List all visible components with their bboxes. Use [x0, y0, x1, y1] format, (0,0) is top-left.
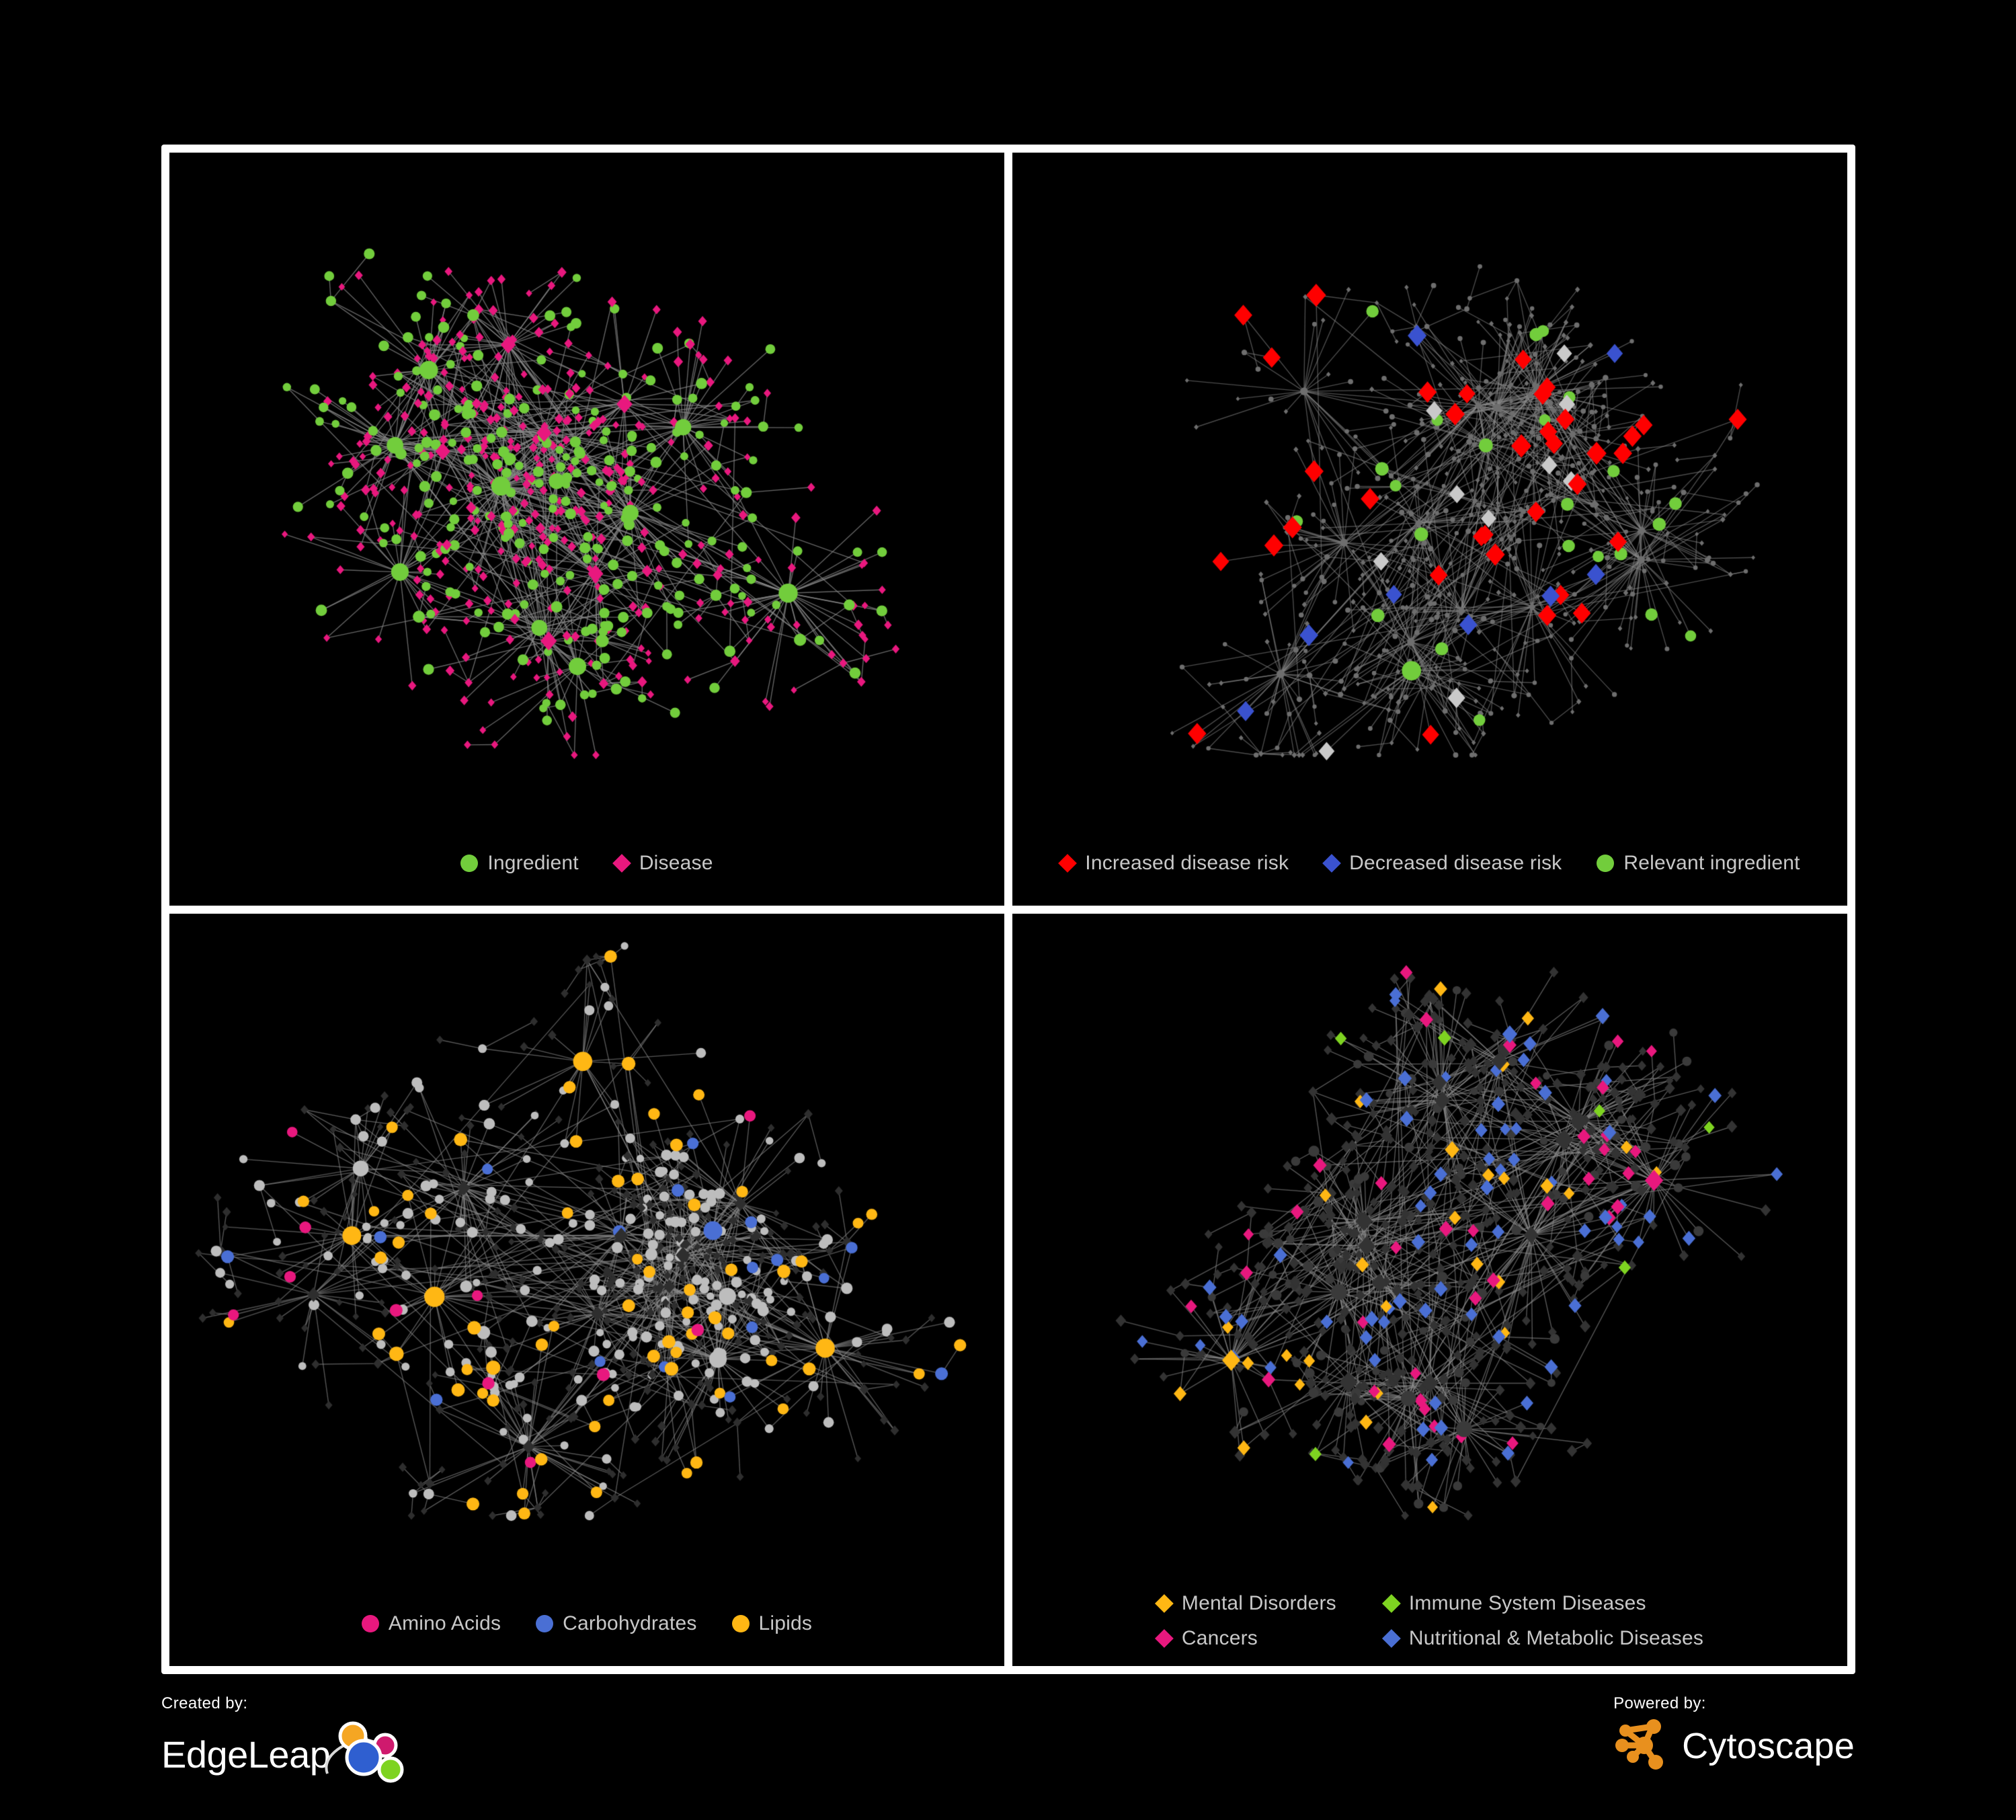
mental-disorders-diamond-icon [1154, 1594, 1174, 1613]
immune-system-diseases-diamond-icon [1381, 1594, 1401, 1613]
panel-grid: Ingredient Disease Increased disease ris… [161, 145, 1855, 1674]
network-canvas-1[interactable] [169, 153, 1004, 906]
legend-label: Ingredient [487, 851, 579, 874]
cytoscape-logo-icon [1613, 1716, 1675, 1776]
legend-item-mental-disorders[interactable]: Mental Disorders [1154, 1592, 1336, 1614]
legend-item-lipids[interactable]: Lipids [731, 1612, 813, 1634]
legend-item-amino-acids[interactable]: Amino Acids [361, 1612, 501, 1634]
legend-item-cancers[interactable]: Cancers [1154, 1627, 1336, 1649]
legend-label: Nutritional & Metabolic Diseases [1408, 1627, 1704, 1649]
legend-disease-categories: Mental Disorders Immune System Diseases … [1154, 1592, 1704, 1649]
relevant-ingredient-circle-icon [1597, 854, 1615, 872]
edgeleap-logo-row: EdgeLeap [161, 1716, 421, 1793]
disease-diamond-icon [612, 853, 631, 873]
legend-item-carbohydrates[interactable]: Carbohydrates [536, 1614, 696, 1634]
network-canvas-2[interactable] [1012, 153, 1847, 906]
nutritional-metabolic-diseases-diamond-icon [1381, 1629, 1401, 1648]
legend-label: Relevant ingredient [1623, 851, 1800, 874]
legend-nutrient-classes: Amino Acids Carbohydrates Lipids [169, 1614, 1004, 1643]
edgeleap-graph-icon [321, 1716, 421, 1793]
panel-disease-risk[interactable]: Increased disease risk Decreased disease… [1012, 153, 1847, 906]
legend-label: Immune System Diseases [1408, 1592, 1646, 1614]
legend-item-increased-risk[interactable]: Increased disease risk [1058, 851, 1289, 874]
figure-footer: Created by: EdgeLeap [161, 1688, 1855, 1809]
ingredient-circle-icon [460, 854, 479, 872]
legend-item-immune-system-diseases[interactable]: Immune System Diseases [1381, 1592, 1703, 1614]
cytoscape-logo-row: Cytoscape [1613, 1716, 1855, 1776]
carbohydrates-circle-icon [536, 1615, 554, 1632]
legend-item-disease[interactable]: Disease [612, 851, 713, 874]
legend-label: Carbohydrates [563, 1612, 697, 1634]
legend-label: Lipids [758, 1612, 813, 1634]
panel-ingredient-disease[interactable]: Ingredient Disease [169, 153, 1004, 906]
legend-disease-risk: Increased disease risk Decreased disease… [1012, 853, 1847, 883]
legend-label: Disease [639, 851, 713, 874]
lipids-circle-icon [731, 1615, 750, 1632]
powered-by-caption: Powered by: [1613, 1694, 1706, 1712]
created-by-caption: Created by: [161, 1694, 248, 1712]
edgeleap-wordmark: EdgeLeap [161, 1733, 331, 1776]
network-canvas-3[interactable] [169, 913, 1004, 1666]
cancers-diamond-icon [1154, 1629, 1174, 1648]
legend-label: Cancers [1181, 1627, 1258, 1649]
legend-item-nutritional-metabolic-diseases[interactable]: Nutritional & Metabolic Diseases [1381, 1627, 1704, 1649]
panel-nutrient-classes[interactable]: Amino Acids Carbohydrates Lipids [169, 913, 1004, 1666]
cytoscape-branding[interactable]: Powered by: [1613, 1694, 1855, 1776]
legend-item-decreased-risk[interactable]: Decreased disease risk [1322, 851, 1562, 874]
decreased-risk-diamond-icon [1322, 853, 1342, 873]
network-canvas-4[interactable] [1012, 913, 1847, 1666]
amino-acids-circle-icon [361, 1615, 379, 1632]
cytoscape-wordmark: Cytoscape [1682, 1725, 1855, 1766]
legend-label: Amino Acids [388, 1612, 501, 1634]
legend-ingredient-disease: Ingredient Disease [169, 853, 1004, 883]
increased-risk-diamond-icon [1058, 853, 1078, 873]
legend-label: Mental Disorders [1181, 1592, 1336, 1614]
legend-label: Increased disease risk [1085, 851, 1289, 874]
legend-item-ingredient[interactable]: Ingredient [460, 851, 579, 874]
legend-label: Decreased disease risk [1349, 851, 1562, 874]
edgeleap-branding[interactable]: Created by: EdgeLeap [161, 1694, 421, 1793]
legend-item-relevant-ingredient[interactable]: Relevant ingredient [1597, 853, 1800, 873]
panel-disease-categories[interactable]: Mental Disorders Immune System Diseases … [1012, 913, 1847, 1666]
